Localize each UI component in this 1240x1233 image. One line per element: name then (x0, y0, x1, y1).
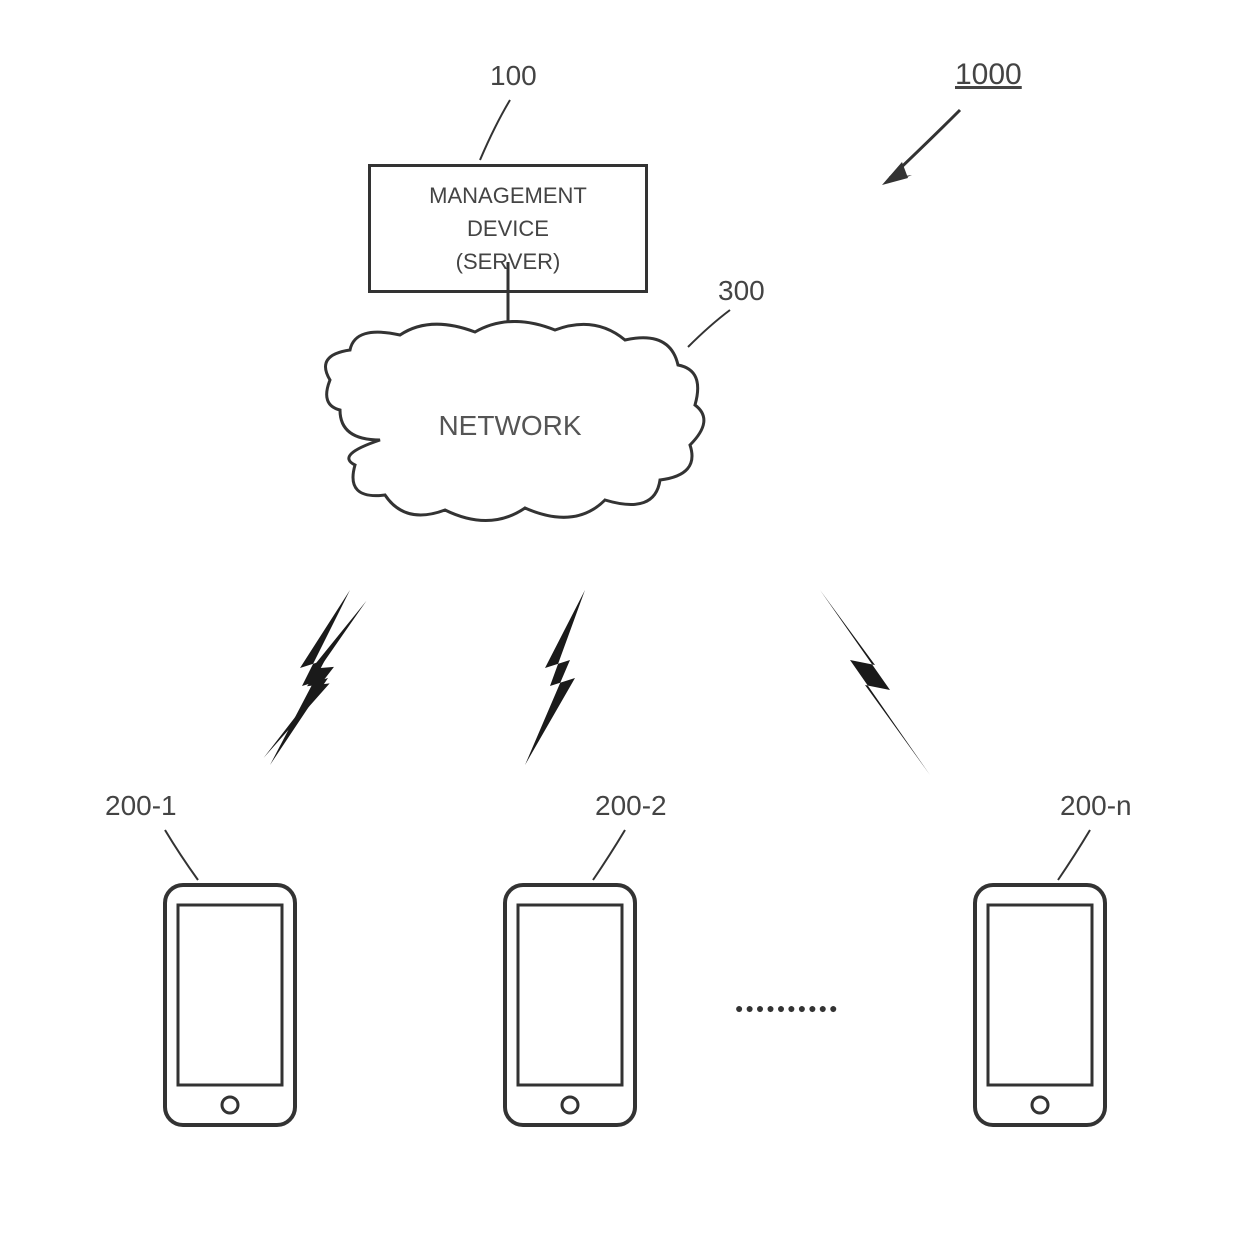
arrow-1000 (870, 100, 990, 200)
wireless-bolt-1 (260, 590, 380, 770)
wireless-bolt-3 (800, 590, 940, 780)
network-text: NETWORK (438, 410, 581, 441)
leader-200-n (1050, 825, 1100, 885)
phone-ref-label-1: 200-1 (105, 790, 177, 822)
leader-100 (470, 95, 530, 165)
server-line1: MANAGEMENT DEVICE (391, 179, 625, 245)
leader-200-2 (585, 825, 635, 885)
phone-icon-2 (500, 880, 640, 1130)
phone-icon-n (970, 880, 1110, 1130)
network-ref-label: 300 (718, 275, 765, 307)
network-cloud: NETWORK (300, 320, 720, 550)
phone-icon-1 (160, 880, 300, 1130)
overall-ref-label: 1000 (955, 58, 1022, 92)
server-ref-label: 100 (490, 60, 537, 92)
ellipsis: ●●●●●●●●●● (735, 1000, 840, 1016)
leader-200-1 (160, 825, 210, 885)
phone-ref-label-n: 200-n (1060, 790, 1132, 822)
wireless-bolt-2 (515, 590, 615, 770)
network-diagram: 1000 100 MANAGEMENT DEVICE (SERVER) 300 … (0, 0, 1240, 1233)
phone-ref-label-2: 200-2 (595, 790, 667, 822)
